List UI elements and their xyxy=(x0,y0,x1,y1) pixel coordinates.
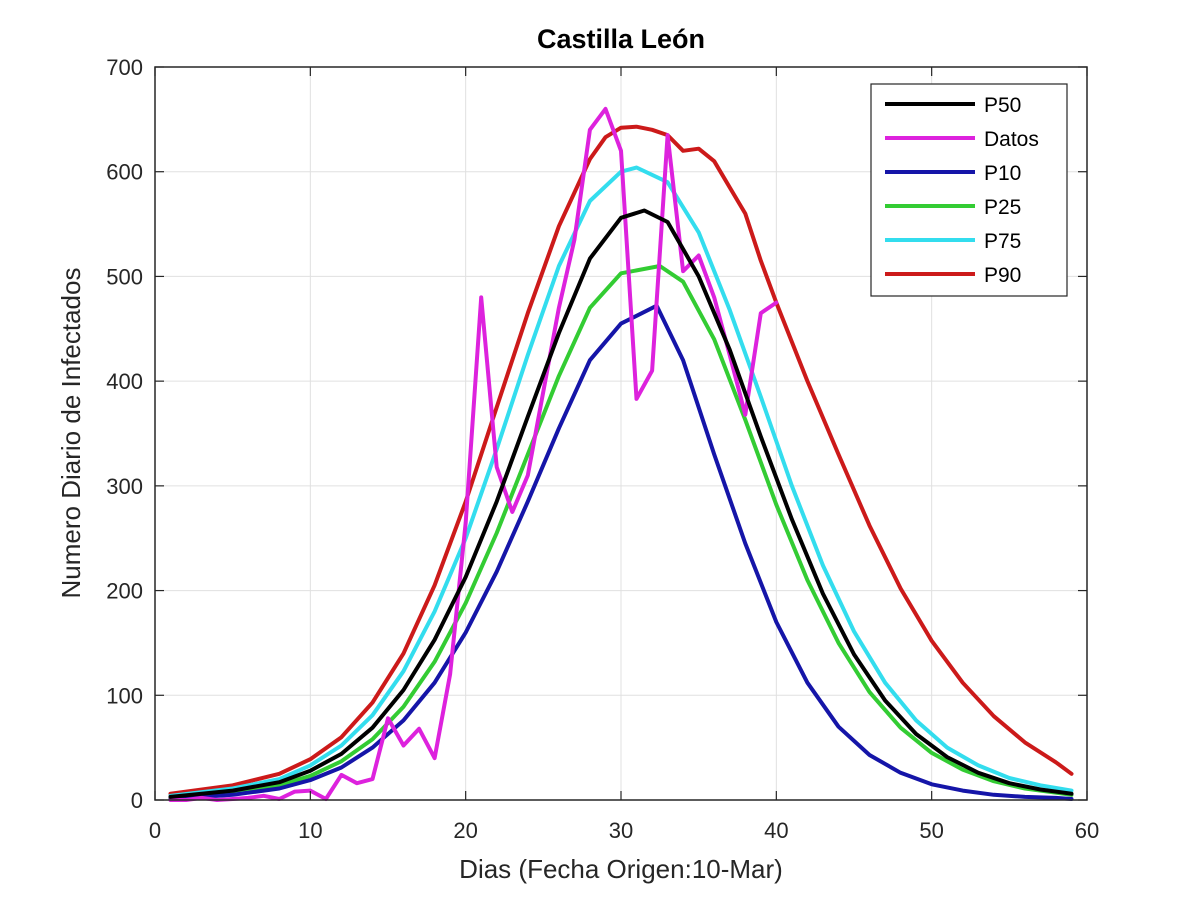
y-tick-label: 0 xyxy=(131,788,143,813)
legend-label-datos: Datos xyxy=(984,128,1039,151)
y-tick-label: 300 xyxy=(106,474,143,499)
y-tick-label: 100 xyxy=(106,683,143,708)
x-tick-label: 0 xyxy=(149,818,161,843)
y-tick-label: 200 xyxy=(106,579,143,604)
x-tick-label: 20 xyxy=(453,818,477,843)
legend-label-p10: P10 xyxy=(984,162,1021,185)
x-axis-label: Dias (Fecha Origen:10-Mar) xyxy=(459,854,783,884)
series-line-datos xyxy=(168,106,779,802)
series-lines xyxy=(168,106,1074,802)
y-tick-label: 700 xyxy=(106,55,143,80)
x-tick-label: 10 xyxy=(298,818,322,843)
x-tick-label: 30 xyxy=(609,818,633,843)
legend-label-p50: P50 xyxy=(984,94,1021,117)
legend-box xyxy=(870,83,1068,297)
legend-label-p25: P25 xyxy=(984,196,1021,219)
y-tick-label: 400 xyxy=(106,369,143,394)
series-line-p75 xyxy=(168,165,1074,798)
series-line-p50 xyxy=(168,208,1074,799)
y-tick-label: 600 xyxy=(106,160,143,185)
y-axis-label: Numero Diario de Infectados xyxy=(56,268,86,599)
y-tick-label: 500 xyxy=(106,264,143,289)
chart-title: Castilla León xyxy=(537,24,705,54)
x-tick-label: 40 xyxy=(764,818,788,843)
legend-label-p75: P75 xyxy=(984,230,1021,253)
x-tick-label: 60 xyxy=(1075,818,1099,843)
x-tick-label: 50 xyxy=(919,818,943,843)
legend-label-p90: P90 xyxy=(984,264,1021,287)
legend: P50 Datos P10 P25 P75 P90 xyxy=(870,83,1068,297)
